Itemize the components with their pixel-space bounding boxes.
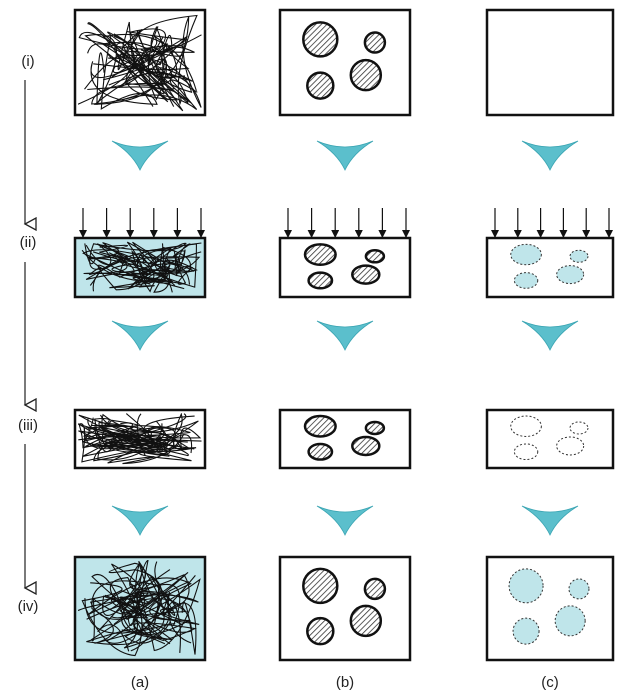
sample-box (485, 8, 615, 117)
chain (172, 243, 194, 285)
row-label: (i) (21, 53, 34, 70)
particle (363, 31, 387, 54)
row-label: (ii) (20, 234, 37, 251)
column-label: (b) (336, 674, 354, 691)
sample-box (485, 236, 615, 299)
row-label: (iv) (18, 598, 39, 615)
particle (568, 578, 590, 600)
particle (556, 436, 585, 456)
row-label: (iii) (18, 417, 38, 434)
particle (363, 577, 387, 601)
chain (93, 41, 193, 104)
sample-box (278, 408, 412, 470)
chain (119, 561, 190, 641)
transition-wedge (316, 140, 374, 171)
polymer-tangle (78, 413, 202, 465)
chain (89, 578, 201, 652)
particle (513, 272, 539, 289)
particle (307, 442, 334, 461)
particle (349, 58, 383, 92)
particle (303, 243, 337, 266)
sample-box (485, 555, 615, 662)
particle (303, 414, 337, 438)
transition-wedge (521, 140, 579, 171)
particle (512, 617, 540, 645)
particle (306, 616, 335, 646)
particle (569, 421, 589, 435)
particle (307, 271, 334, 290)
chain (78, 33, 173, 105)
transition-wedge (521, 505, 579, 536)
sample-box (278, 236, 412, 299)
chain (92, 242, 202, 284)
particle (306, 71, 335, 100)
chain (86, 592, 172, 645)
transition-wedge (316, 320, 374, 351)
chain (137, 243, 185, 293)
particle (349, 604, 383, 638)
chain (78, 413, 187, 457)
particle (351, 435, 381, 457)
chain (87, 14, 198, 107)
chain (129, 563, 197, 655)
particle (508, 568, 544, 604)
sample-box (278, 8, 412, 117)
particle (569, 249, 589, 263)
chain (82, 427, 197, 462)
particle (554, 605, 586, 637)
chain (84, 562, 163, 652)
particle (510, 243, 542, 266)
transition-wedge (316, 505, 374, 536)
sample-box (278, 555, 412, 662)
particle (351, 264, 381, 285)
particle (510, 415, 542, 437)
chain (107, 21, 198, 93)
chain (90, 34, 188, 110)
polymer-tangle (78, 14, 202, 112)
transition-wedge (111, 320, 169, 351)
particle (302, 567, 339, 605)
chain (84, 16, 202, 108)
polymer-tangle (78, 560, 201, 657)
chain (102, 31, 197, 93)
transition-wedge (521, 320, 579, 351)
chain (88, 255, 176, 286)
chain (120, 52, 198, 112)
particle (513, 443, 539, 461)
particle (364, 420, 386, 436)
particle (364, 249, 386, 264)
sample-box (485, 408, 615, 470)
transition-wedge (111, 505, 169, 536)
chain (90, 560, 149, 642)
particle (556, 265, 585, 285)
polymer-tangle (81, 241, 202, 293)
chain (82, 249, 186, 285)
particle (302, 21, 339, 58)
column-label: (a) (131, 674, 149, 691)
transition-wedge (111, 140, 169, 171)
column-label: (c) (541, 674, 559, 691)
